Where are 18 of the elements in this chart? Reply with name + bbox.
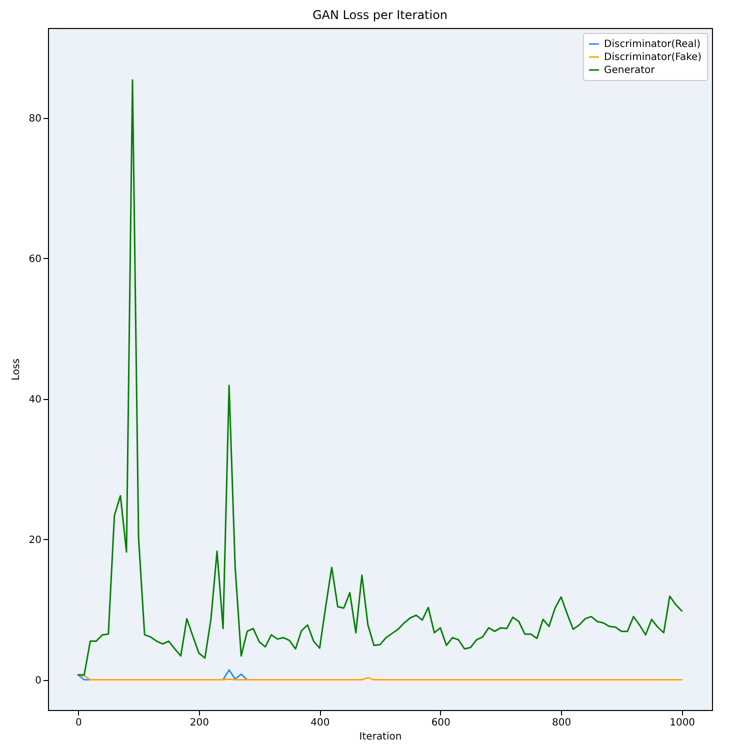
x-tick-label: 600 bbox=[431, 718, 450, 728]
x-tick-label: 0 bbox=[75, 718, 82, 728]
x-axis-title: Iteration bbox=[359, 732, 402, 742]
legend-label: Discriminator(Fake) bbox=[604, 52, 702, 63]
y-axis-title: Loss bbox=[10, 358, 22, 380]
x-tick-label: 800 bbox=[552, 718, 572, 728]
y-tick-label: 0 bbox=[35, 675, 42, 686]
x-tick-label: 1000 bbox=[670, 718, 696, 728]
y-tick-label: 60 bbox=[28, 254, 42, 265]
y-tick-label: 20 bbox=[28, 534, 42, 546]
line-series bbox=[77, 79, 683, 676]
legend-label: Generator bbox=[604, 65, 656, 76]
y-tick-label: 40 bbox=[28, 394, 42, 406]
chart-title: GAN Loss per Iteration bbox=[312, 8, 448, 22]
x-tick-label: 400 bbox=[310, 718, 330, 728]
legend-label: Discriminator(Real) bbox=[604, 39, 701, 50]
y-tick-label: 80 bbox=[28, 113, 42, 124]
x-tick-label: 200 bbox=[190, 718, 209, 728]
